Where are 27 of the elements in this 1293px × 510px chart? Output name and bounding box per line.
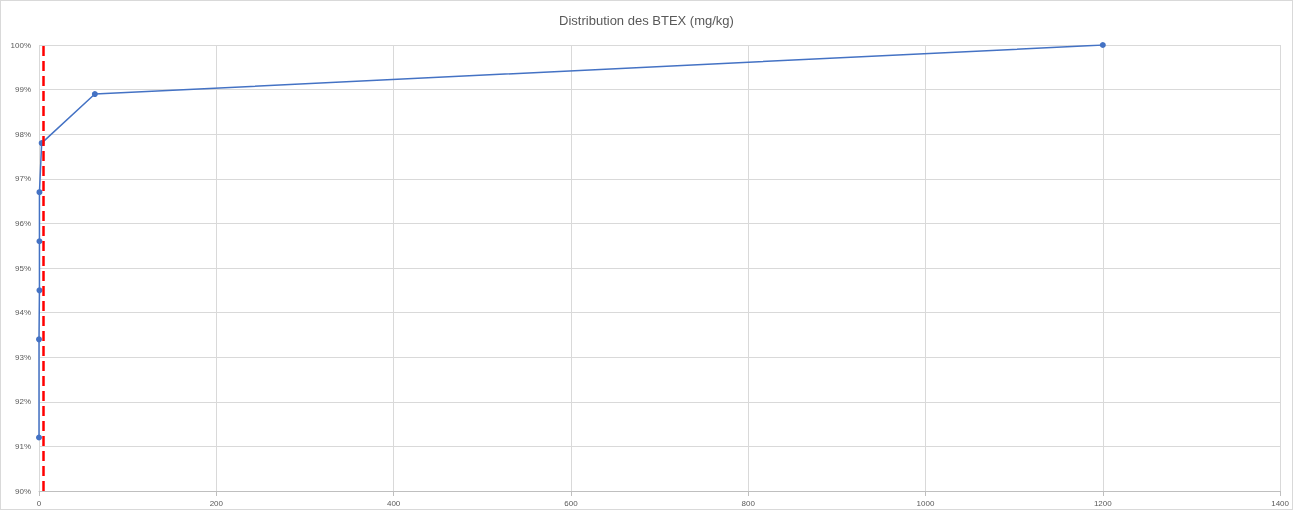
y-tick-label: 95% [14, 263, 31, 273]
y-tick-label: 90% [14, 486, 31, 496]
x-tick-label: 400 [386, 498, 401, 508]
y-tick-label: 92% [14, 397, 31, 407]
x-tick-label: 0 [36, 498, 42, 508]
point [36, 336, 42, 343]
chart-title: Distribution des BTEX (mg/kg) [559, 13, 734, 28]
y-tick-label: 94% [14, 308, 31, 318]
x-tick-label: 1200 [1093, 498, 1113, 508]
x-tick-label: 600 [564, 498, 579, 508]
x-tick-label: 1400 [1271, 498, 1290, 508]
x-tick-label: 1000 [916, 498, 935, 508]
x-tick-label: 200 [209, 498, 224, 508]
point [36, 189, 43, 196]
point [36, 287, 43, 294]
point [91, 91, 98, 98]
y-tick-label: 98% [14, 129, 31, 139]
y-tick-label: 99% [14, 85, 31, 95]
y-tick-label: 93% [14, 352, 31, 362]
y-tick-label: 96% [14, 218, 31, 228]
y-tick-label: 97% [14, 174, 31, 184]
point [36, 434, 42, 441]
x-tick-label: 800 [741, 498, 756, 508]
y-tick-label: 100% [10, 40, 31, 50]
y-tick-label: 91% [14, 441, 31, 451]
point [36, 238, 43, 245]
point [1099, 42, 1106, 48]
